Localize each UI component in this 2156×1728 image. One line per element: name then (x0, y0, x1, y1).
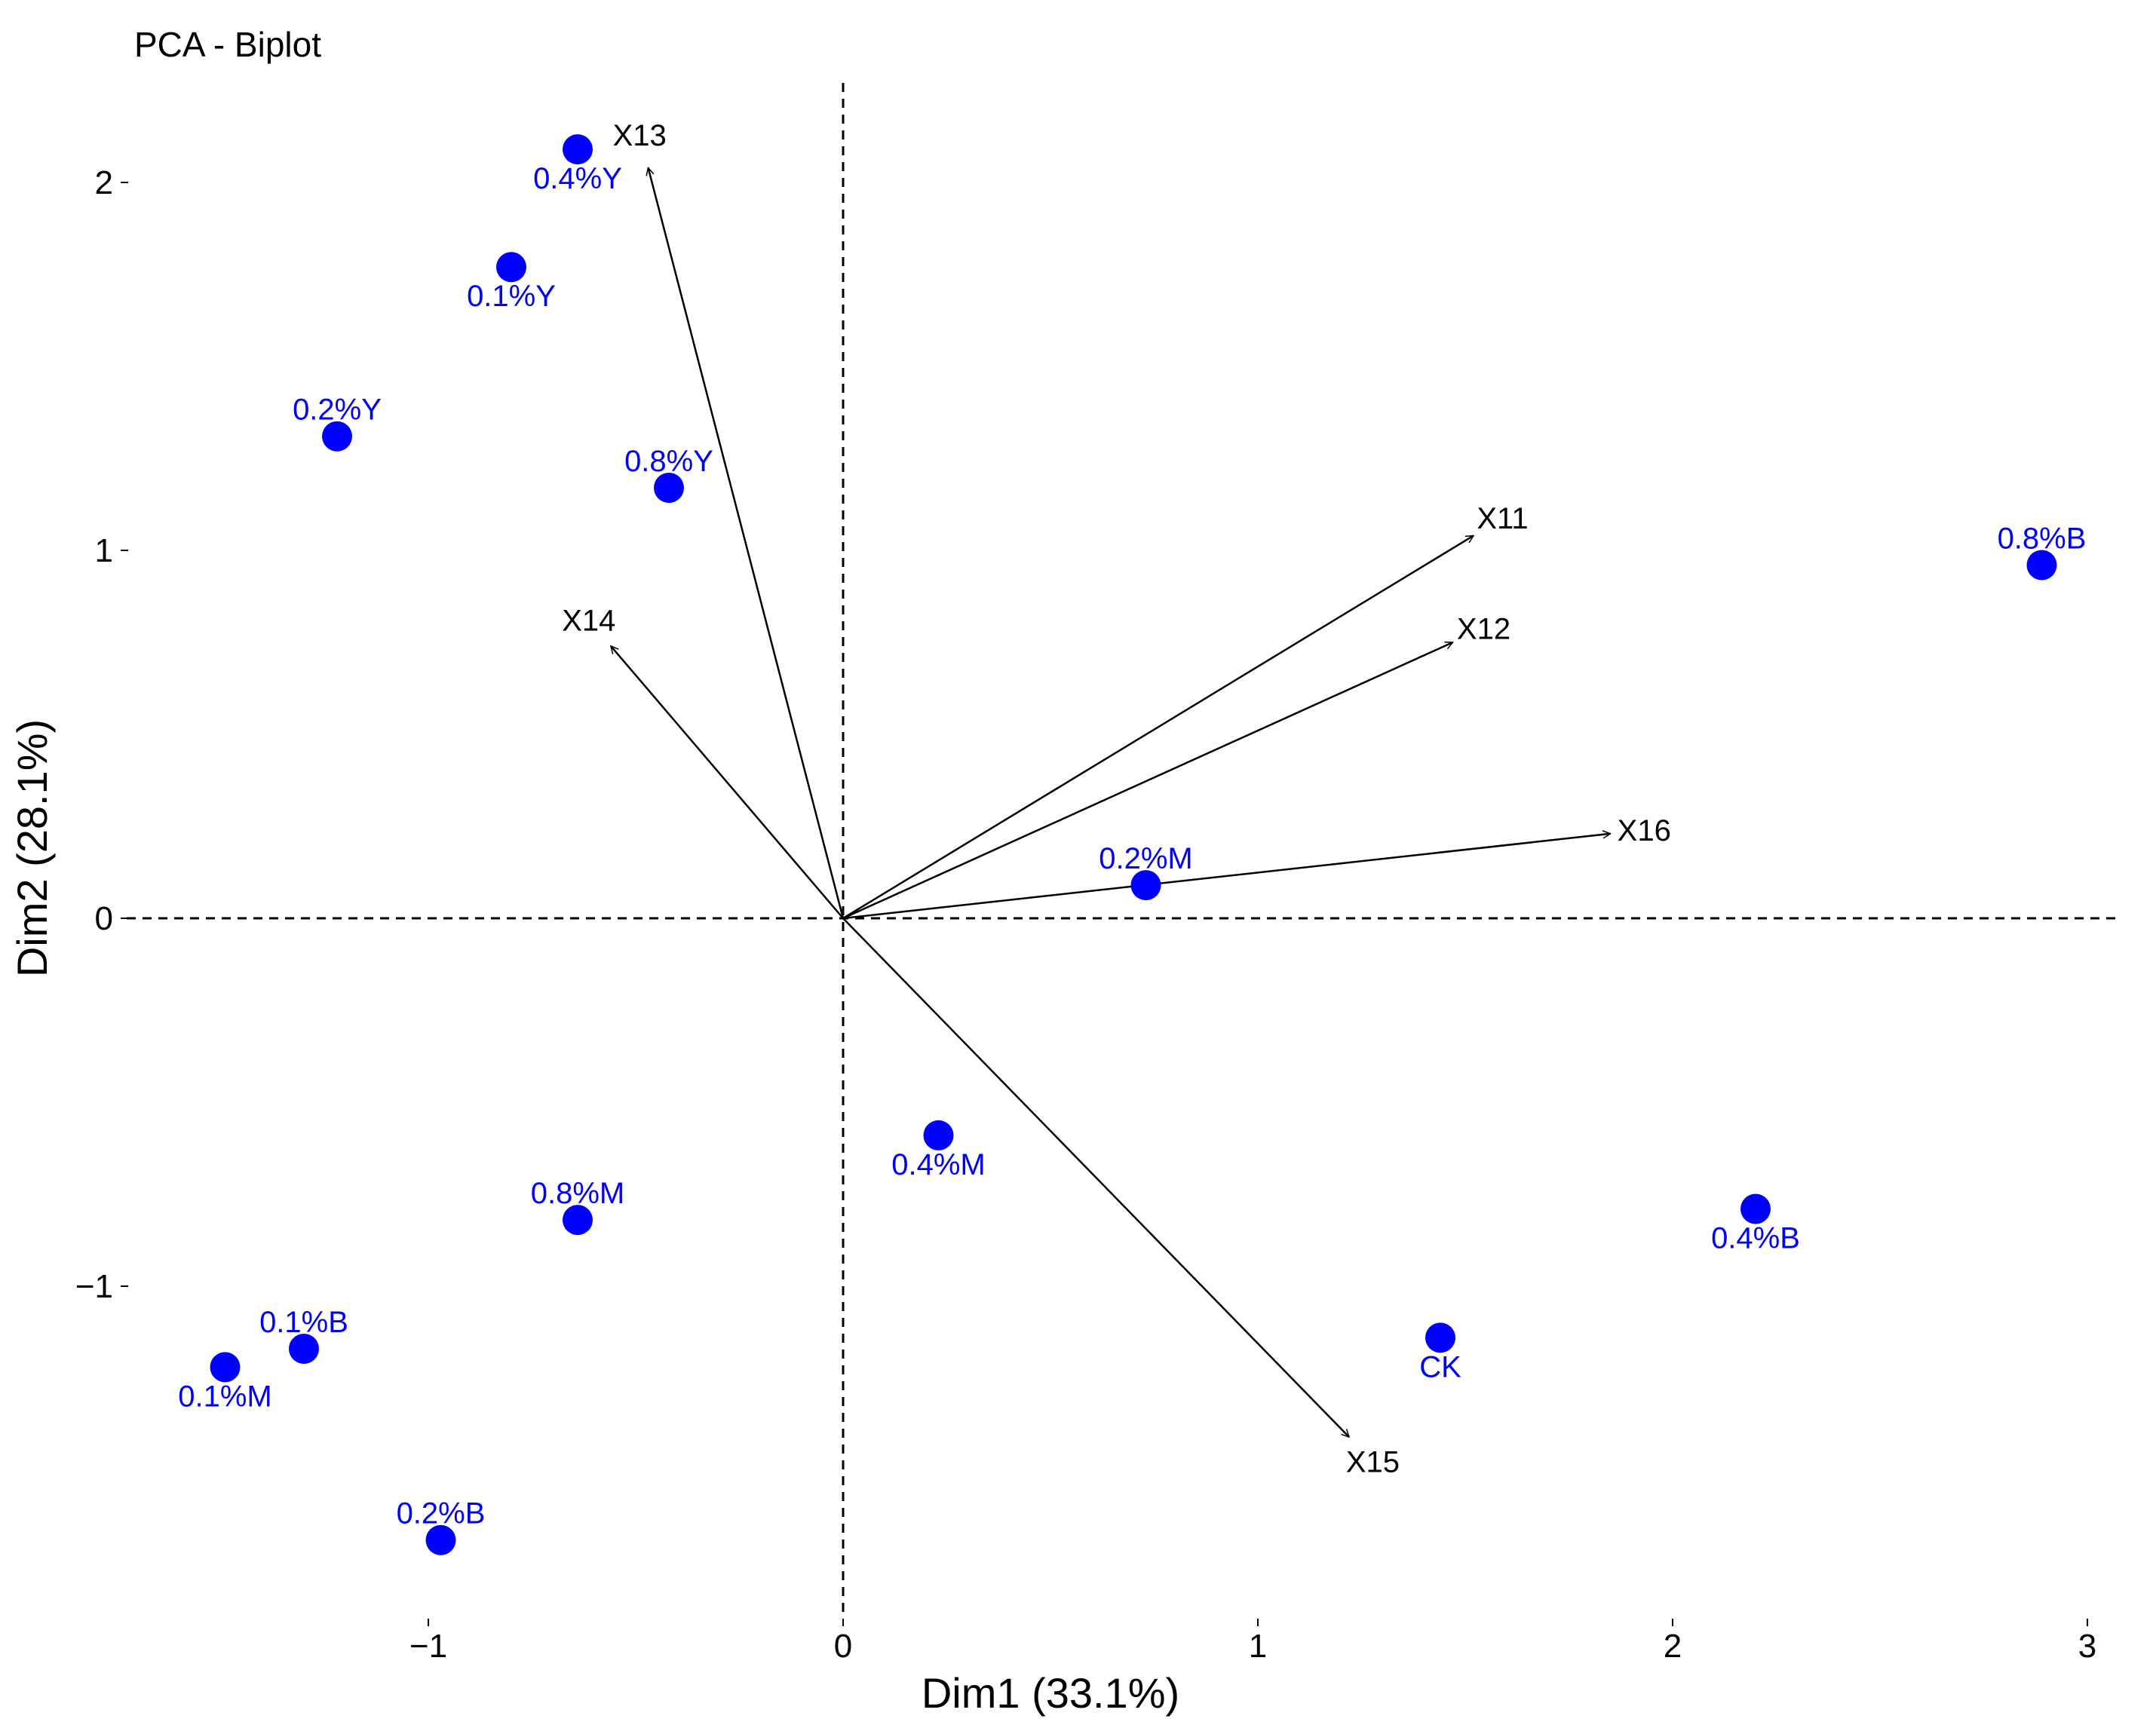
point-label: 0.2%M (1099, 842, 1193, 875)
x-tick-label: −1 (409, 1628, 447, 1665)
variable-label: X12 (1457, 612, 1510, 645)
point-label: 0.1%M (178, 1380, 272, 1413)
y-tick-label: 0 (95, 900, 113, 937)
point-label: 0.8%B (1998, 522, 2087, 556)
variable-label: X14 (562, 605, 615, 638)
y-tick-label: 1 (95, 532, 113, 569)
data-point (496, 252, 526, 283)
point-label: 0.4%M (891, 1148, 986, 1181)
data-point (2026, 550, 2057, 581)
variable-arrow (842, 834, 1611, 920)
x-tick-label: 1 (1249, 1628, 1267, 1665)
data-point (425, 1524, 456, 1555)
axes: −1 0 1 2 3 −1 0 1 2 (75, 164, 2096, 1665)
individual-points: 0.4%Y 0.1%Y 0.2%Y 0.8%Y 0.8%B 0.2%M 0.4%M 0.8%M… (178, 134, 2086, 1555)
point-label: 0.8%M (531, 1177, 625, 1210)
data-point (563, 1205, 593, 1236)
point-label: 0.8%Y (624, 445, 713, 478)
y-tick-label: −1 (75, 1268, 113, 1305)
data-point (289, 1333, 319, 1364)
point-label: 0.4%B (1711, 1222, 1800, 1255)
variable-arrow (842, 918, 1349, 1437)
variable-arrow (842, 535, 1474, 920)
point-label: 0.1%Y (467, 280, 556, 313)
variable-label: X11 (1477, 502, 1528, 535)
data-point (210, 1352, 241, 1383)
point-label: 0.2%Y (293, 394, 382, 427)
x-tick-label: 3 (2078, 1628, 2096, 1665)
data-point (1130, 870, 1161, 901)
x-tick-label: 2 (1664, 1628, 1682, 1665)
variable-arrow (842, 642, 1453, 920)
variable-label: X15 (1346, 1445, 1400, 1478)
y-axis-title: Dim2 (28.1%) (8, 719, 56, 977)
variable-arrows: X11 X12 X13 X14 X15 X16 (562, 119, 1671, 1478)
data-point (654, 473, 684, 504)
variable-arrow (611, 646, 844, 919)
variable-label: X13 (613, 119, 667, 152)
variable-arrow (649, 167, 845, 919)
x-tick-label: 0 (834, 1628, 852, 1665)
point-label: 0.2%B (397, 1497, 486, 1530)
y-tick-label: 2 (95, 164, 113, 201)
chart-title: PCA - Biplot (134, 25, 321, 64)
point-label: 0.1%B (259, 1306, 348, 1339)
data-point (563, 134, 593, 165)
point-label: CK (1419, 1350, 1461, 1383)
x-axis-title: Dim1 (33.1%) (922, 1669, 1179, 1717)
reference-lines (127, 83, 2119, 1613)
data-point (1425, 1322, 1455, 1353)
data-point (1740, 1193, 1771, 1224)
variable-label: X16 (1618, 814, 1671, 847)
point-label: 0.4%Y (533, 162, 622, 195)
data-point (923, 1120, 954, 1150)
data-point (322, 421, 352, 452)
